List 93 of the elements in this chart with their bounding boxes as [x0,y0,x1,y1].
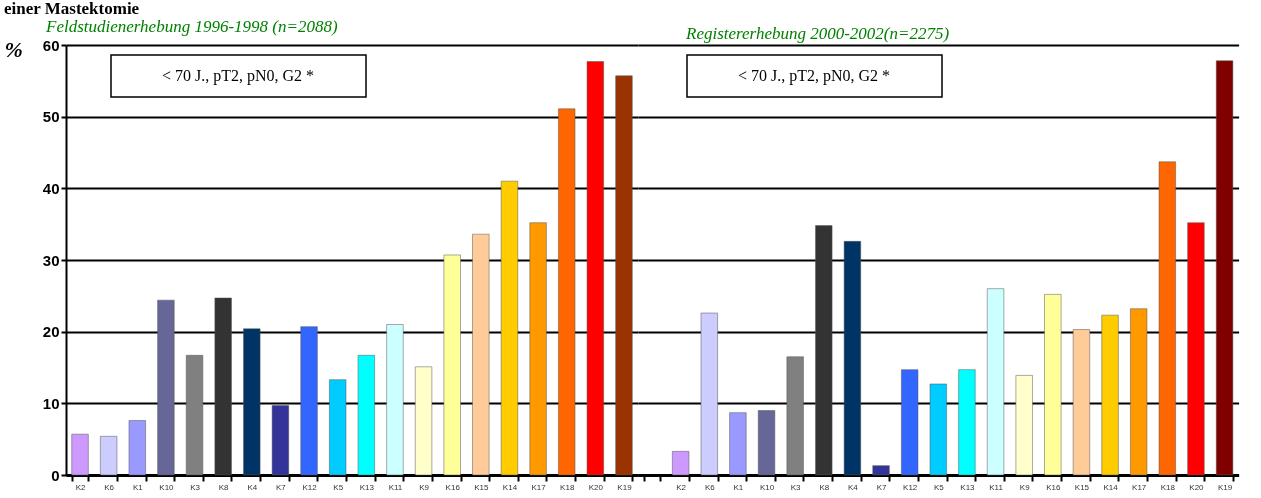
x-tick-label: K10 [159,482,175,492]
bar [500,180,519,476]
y-tick-label: 10 [42,394,60,412]
x-tick-label: K19 [1217,482,1233,492]
x-tick-label: K20 [588,482,604,492]
x-tick-label: K5 [333,482,344,492]
x-tick-label: K15 [1074,482,1090,492]
x-tick-label: K8 [819,482,830,492]
x-tick-label: K17 [531,482,547,492]
bar [1101,314,1119,476]
x-tick-label: K12 [302,482,318,492]
bar [672,451,690,476]
y-tick-label: 40 [42,179,60,197]
bar [529,222,547,476]
y-tick-label: 50 [42,108,60,126]
bar [958,369,976,476]
bar [901,369,919,476]
x-tick-label: K9 [419,482,430,492]
bar [243,328,261,476]
y-tick-label: 20 [42,323,60,341]
bar [185,355,204,476]
bar [100,436,118,476]
bar [815,225,833,476]
x-tick-label: K1 [132,482,144,492]
x-tick-label: K11 [989,482,1004,492]
bar [443,254,461,476]
x-tick-label: K20 [1189,482,1205,492]
x-tick-label: K17 [1132,482,1147,492]
x-tick-label: K18 [1160,482,1176,492]
x-tick-label: K15 [474,482,489,492]
bar [71,433,89,476]
x-tick-label: K13 [960,482,976,492]
x-tick-label: K1 [733,482,744,492]
bar [615,75,633,476]
x-tick-label: K4 [848,482,859,492]
x-tick-label: K10 [759,482,775,492]
x-tick-label: K7 [876,482,887,492]
bar [1072,329,1090,476]
x-tick-label: K14 [1103,482,1119,492]
x-tick-label: K6 [704,482,716,492]
x-tick-label: K19 [617,482,633,492]
bar [843,241,861,476]
bar [786,356,804,476]
x-tick-label: K3 [790,482,802,492]
x-tick-label: K13 [359,482,375,492]
bar [1216,60,1234,476]
y-tick-label: 0 [51,466,60,484]
bar [586,61,604,476]
bar [271,405,289,476]
x-tick-label: K16 [445,482,461,492]
bar [1187,222,1205,476]
y-axis-title: % [4,36,23,62]
bar [1158,161,1176,476]
x-tick-label: K2 [676,482,687,492]
bar [1044,294,1062,476]
x-tick-label: K8 [218,482,230,492]
bar [757,410,776,476]
bar [472,233,490,476]
bar [128,420,146,476]
x-tick-label: K12 [903,482,918,492]
chart-subtitle: Registererhebung 2000-2002(n=2275) [685,24,950,43]
annotation: < 70 J., pT2, pN0, G2 * [161,67,315,85]
bar [157,299,175,476]
bar [300,326,318,476]
x-tick-label: K9 [1019,482,1031,492]
bar [700,312,718,476]
bar [1130,308,1148,476]
chart-subtitle: Feldstudienerhebung 1996-1998 (n=2088) [45,17,338,36]
bar [415,366,433,476]
x-tick-label: K7 [276,482,287,492]
bar [558,108,576,476]
bar [987,288,1005,476]
bar [929,383,947,476]
bar [1015,375,1033,476]
x-tick-label: K6 [104,482,115,492]
bar [729,412,747,476]
x-tick-label: K3 [190,482,201,492]
bar [214,297,232,476]
annotation: < 70 J., pT2, pN0, G2 * [737,67,891,85]
y-tick-label: 60 [42,36,60,54]
x-tick-label: K4 [247,482,258,492]
bar [386,324,404,476]
x-tick-label: K16 [1046,482,1061,492]
x-tick-label: K5 [933,482,945,492]
x-tick-label: K11 [388,482,403,492]
x-tick-label: K14 [502,482,518,492]
x-tick-label: K18 [560,482,575,492]
bar [872,465,890,476]
bar [329,379,347,476]
y-tick-label: 30 [42,251,60,269]
bar [357,355,375,476]
x-tick-label: K2 [75,482,86,492]
chart-title: einer Mastektomie [4,0,140,18]
